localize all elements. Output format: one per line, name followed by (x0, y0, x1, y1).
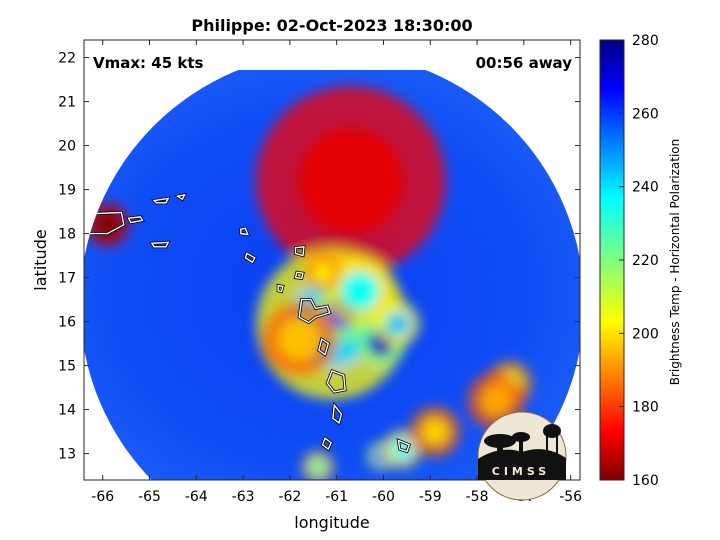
island-outline (332, 403, 343, 424)
plot-frame (83, 39, 581, 481)
island-outline (240, 227, 249, 236)
time-away-label: 00:56 away (476, 54, 573, 72)
x-tick-label: -63 (232, 489, 255, 505)
x-tick-label: -66 (91, 489, 114, 505)
island-outline (127, 216, 144, 224)
island-outline (397, 439, 411, 453)
cold-feature (479, 385, 512, 417)
cold-feature (312, 263, 333, 284)
cold-feature (420, 417, 449, 446)
island-outline (294, 246, 305, 257)
plot-area: -66-65-64-63-62-61-60-59-58-57-56 131415… (58, 39, 582, 505)
warm-feature (298, 128, 404, 234)
x-tick-label: -61 (325, 489, 348, 505)
colorbar-tick-label: 280 (632, 33, 659, 49)
x-tick-label: -62 (278, 489, 301, 505)
colorbar-tick-label: 160 (632, 473, 659, 489)
y-tick-label: 14 (58, 403, 76, 419)
colorbar-label: Brightness Temp - Horizontal Polarizatio… (668, 139, 682, 386)
y-tick-label: 17 (58, 271, 76, 287)
colorbar: 160 180 200 220 240 260 280 Brightness Temp - … (599, 33, 682, 489)
x-tick-label: -64 (185, 489, 208, 505)
island-outline (175, 193, 186, 201)
chart-title: Philippe: 02-Oct-2023 18:30:00 (191, 16, 472, 35)
cold-feature (385, 311, 410, 337)
y-tick-label: 20 (58, 139, 76, 155)
y-tick-label: 15 (58, 359, 76, 375)
x-tick-label: -59 (419, 489, 442, 505)
island-outline (298, 298, 331, 324)
y-tick-label: 13 (58, 447, 76, 463)
island-outline (294, 271, 304, 280)
island-outline (150, 241, 170, 248)
x-tick-label: -60 (372, 489, 395, 505)
island-outline (321, 437, 332, 451)
y-tick-label: 16 (58, 315, 76, 331)
x-tick-label: -58 (466, 489, 489, 505)
island-outline (244, 252, 256, 264)
cold-feature (309, 458, 327, 476)
colorbar-tick-label: 200 (632, 326, 659, 342)
vmax-label: Vmax: 45 kts (93, 54, 203, 72)
cold-feature (340, 271, 380, 311)
island-outline (277, 284, 284, 293)
y-axis-label: latitude (31, 229, 50, 290)
x-tick-label: -65 (138, 489, 161, 505)
cold-feature (278, 318, 321, 361)
island-outline (318, 338, 330, 356)
colorbar-tick-label: 260 (632, 106, 659, 122)
y-tick-label: 18 (58, 227, 76, 243)
y-tick-label: 19 (58, 183, 76, 199)
swath (84, 70, 580, 480)
colorbar-tick-label: 180 (632, 400, 659, 416)
cimss-logo: CIMSS (477, 411, 567, 501)
x-tick-label: -56 (559, 489, 582, 505)
x-axis-label: longitude (294, 513, 369, 532)
colorbar-tick-label: 240 (632, 180, 659, 196)
y-tick-label: 21 (58, 95, 76, 111)
island-outline (326, 369, 346, 393)
logo-text: CIMSS (492, 465, 550, 478)
island-outline (152, 197, 170, 204)
colorbar-tick-label: 220 (632, 253, 659, 269)
y-tick-label: 22 (58, 51, 76, 67)
